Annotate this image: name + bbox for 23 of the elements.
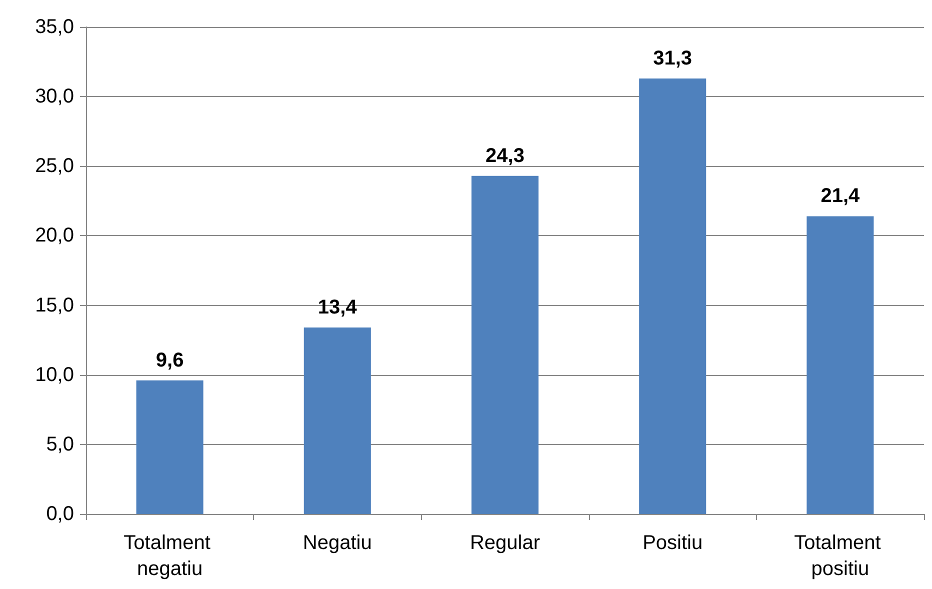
y-tick-label: 30,0 <box>35 86 74 108</box>
x-tick-label: Negatiu <box>302 532 372 554</box>
bar <box>304 328 371 514</box>
data-label: 24,3 <box>486 144 524 167</box>
x-tick-label: Totalment negatiu <box>124 532 216 580</box>
bar <box>639 78 706 514</box>
y-tick-label: 0,0 <box>46 503 74 525</box>
data-label: 9,6 <box>156 349 184 372</box>
y-tick-label: 5,0 <box>46 433 74 456</box>
x-tick-label: Totalment positiu <box>794 532 886 580</box>
bar <box>806 216 874 514</box>
y-tick-label: 10,0 <box>35 364 74 386</box>
bar <box>136 380 204 514</box>
data-label: 13,4 <box>318 296 358 319</box>
x-tick-label: Positiu <box>642 532 703 554</box>
y-tick-label: 15,0 <box>35 294 74 316</box>
y-tick-label: 20,0 <box>35 224 74 247</box>
data-label: 31,3 <box>653 47 692 70</box>
data-label: 21,4 <box>820 185 861 208</box>
y-tick-label: 25,0 <box>35 155 74 178</box>
x-tick-label: Regular <box>470 532 540 554</box>
bar <box>471 176 539 514</box>
y-tick-label: 35,0 <box>35 16 74 38</box>
